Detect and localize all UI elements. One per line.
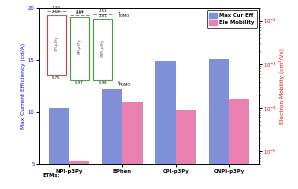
Bar bbox=[122, 102, 143, 189]
Y-axis label: Electron Mobility (cm²/Vs): Electron Mobility (cm²/Vs) bbox=[279, 48, 285, 124]
Bar bbox=[69, 161, 89, 189]
Y-axis label: Max Current Efficiency (cd/A): Max Current Efficiency (cd/A) bbox=[21, 43, 27, 129]
Bar bbox=[176, 110, 196, 189]
Text: ETMs:: ETMs: bbox=[42, 173, 60, 178]
Bar bbox=[229, 99, 249, 189]
Bar bbox=[102, 89, 122, 189]
Bar bbox=[209, 59, 229, 189]
Bar bbox=[49, 108, 69, 189]
Legend: Max Cur Eff, Ele Mobility: Max Cur Eff, Ele Mobility bbox=[207, 10, 257, 28]
Bar bbox=[155, 61, 176, 189]
